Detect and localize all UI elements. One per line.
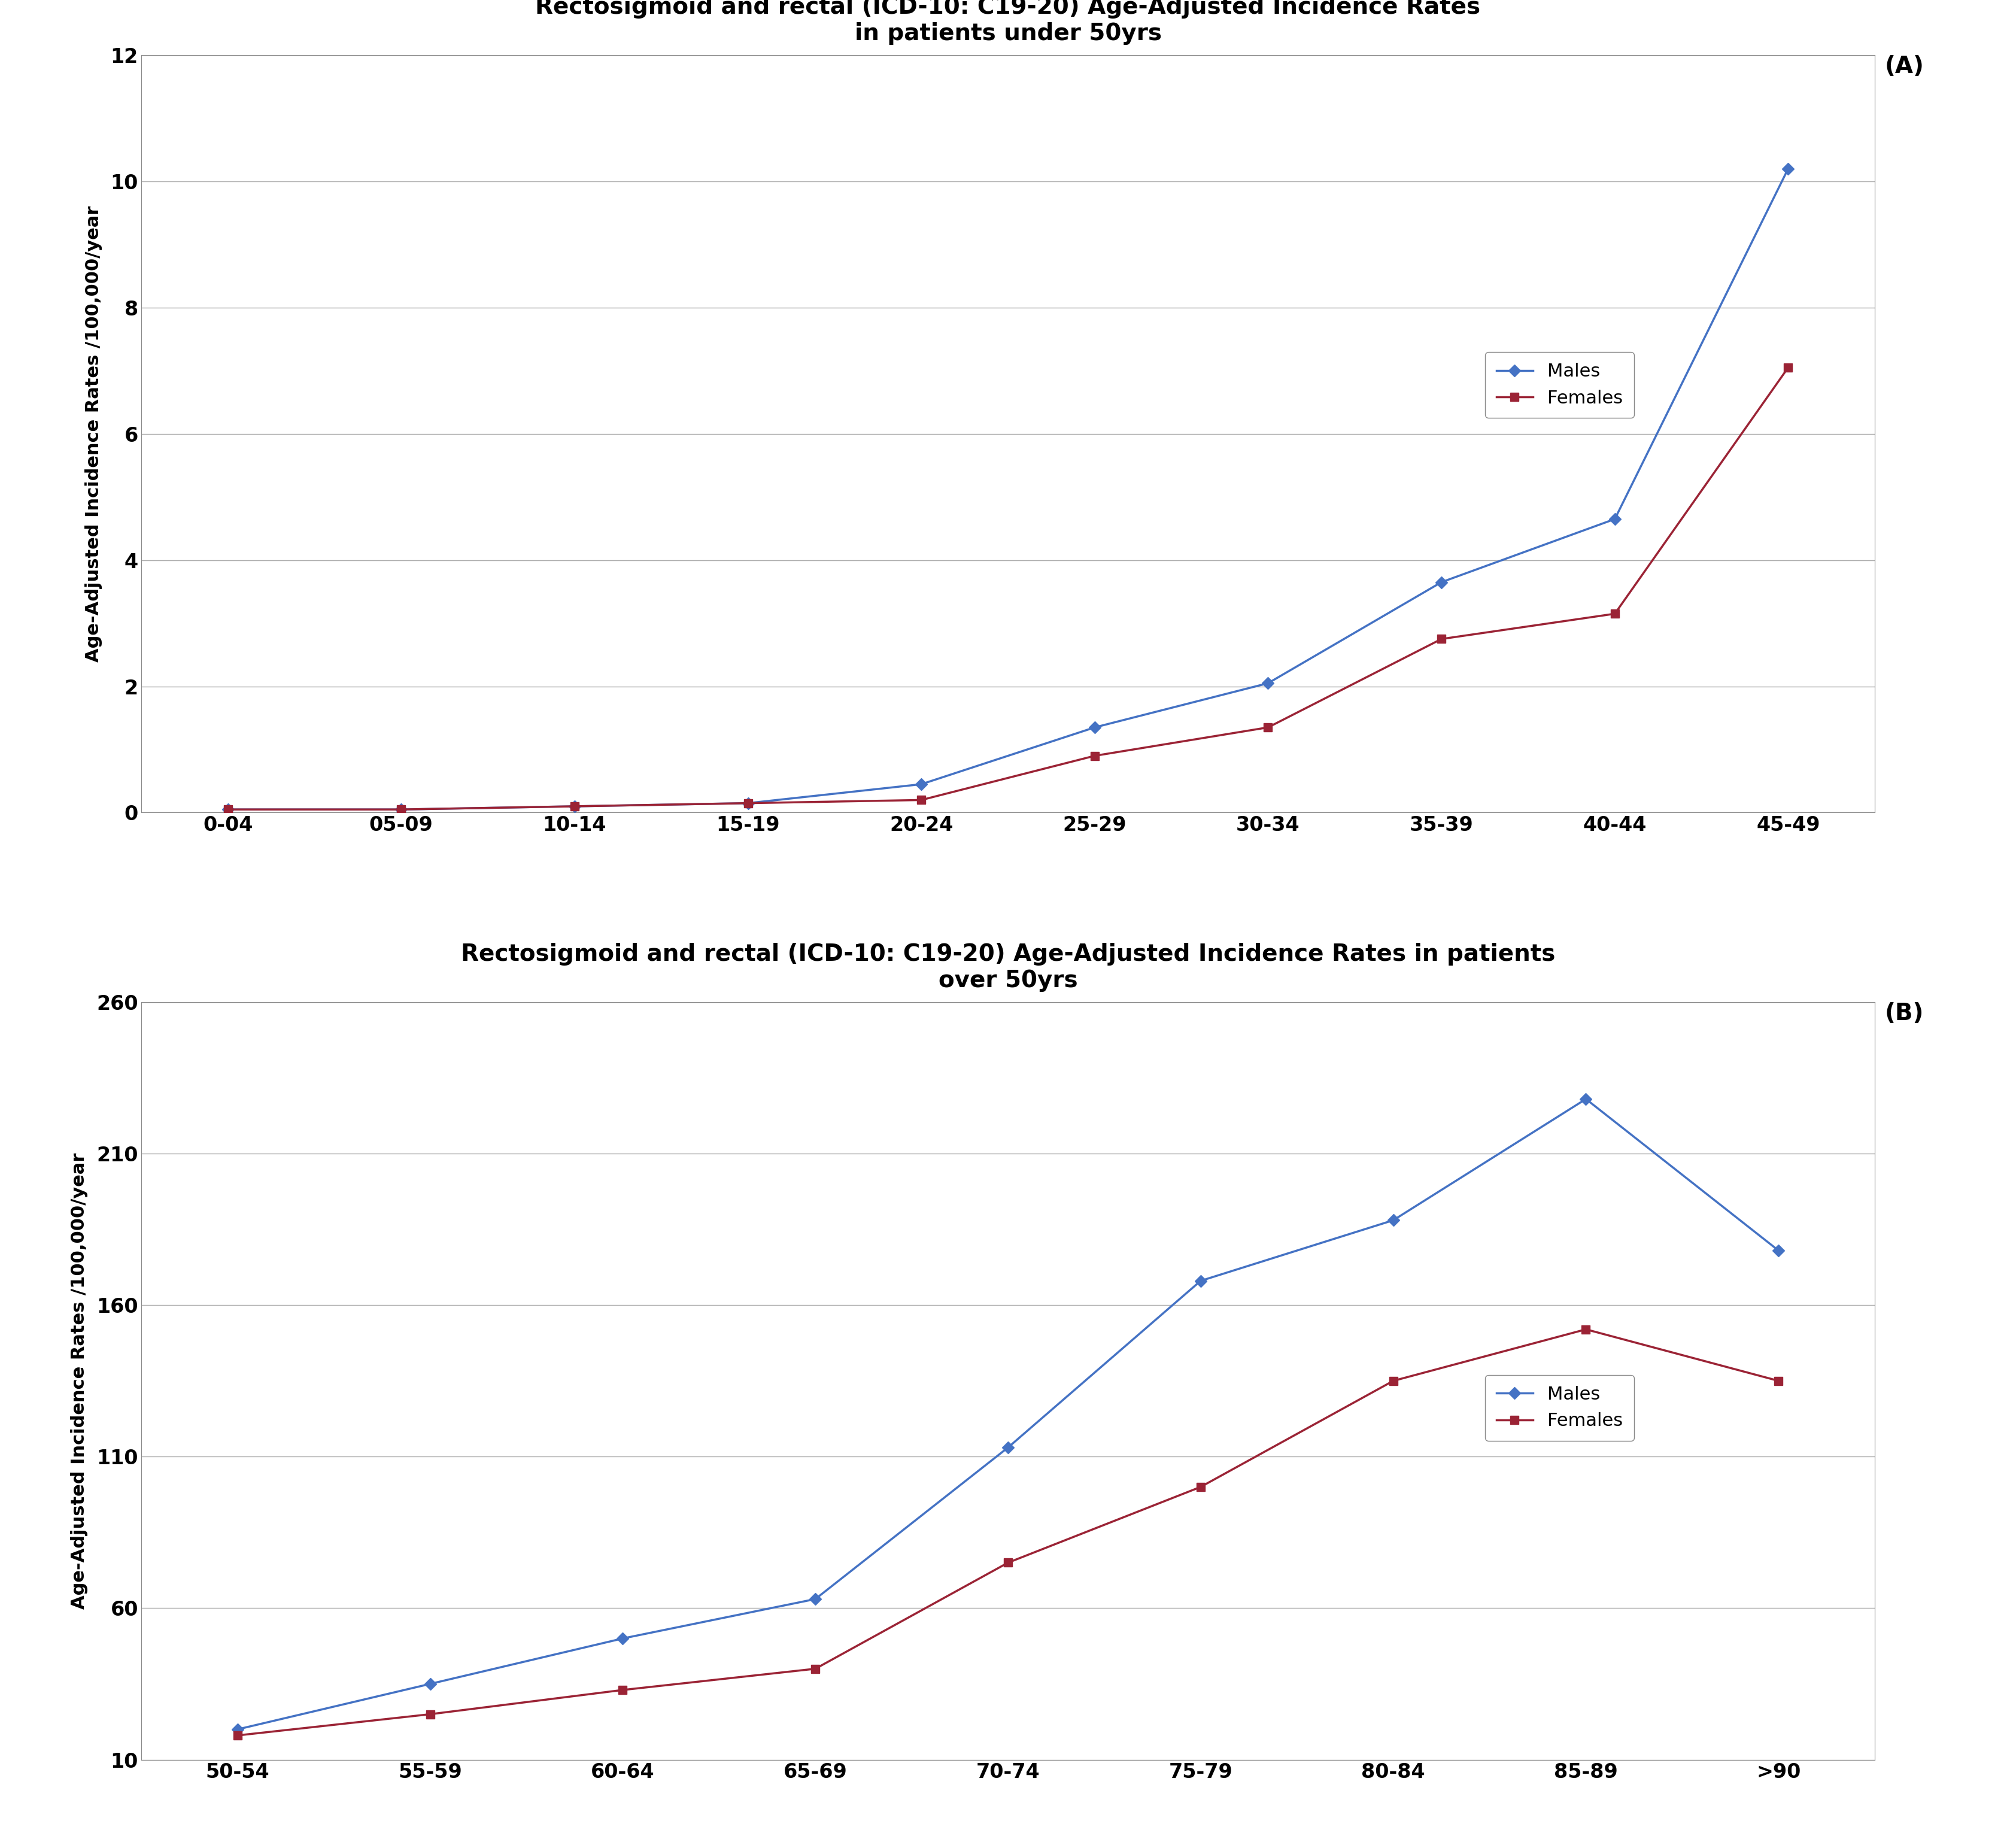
Males [1603, 508, 1627, 530]
Females [562, 796, 587, 818]
Females [1776, 356, 1800, 379]
Females [1256, 717, 1280, 739]
Females [389, 799, 413, 821]
Y-axis label: Age-Adjusted Incidence Rates /100,000/year: Age-Adjusted Incidence Rates /100,000/ye… [85, 205, 103, 662]
Legend: Males, Females: Males, Females [1486, 1375, 1633, 1441]
Text: (B): (B) [1885, 1003, 1923, 1025]
Title: Rectosigmoid and rectal (ICD-10: C19-20) Age-Adjusted Incidence Rates in patient: Rectosigmoid and rectal (ICD-10: C19-20)… [462, 942, 1554, 992]
Females [1083, 744, 1107, 766]
Males [1256, 673, 1280, 695]
Females [216, 799, 240, 821]
Females [611, 1679, 635, 1701]
Females [1189, 1476, 1214, 1498]
Females [417, 1703, 442, 1725]
Males [1189, 1270, 1214, 1292]
Legend: Males, Females: Males, Females [1486, 352, 1633, 418]
Line: Females: Females [224, 363, 1792, 814]
Females [226, 1725, 250, 1747]
Males [562, 796, 587, 818]
Males [389, 799, 413, 821]
Males [1766, 1239, 1790, 1261]
Males [909, 774, 933, 796]
Line: Males: Males [224, 165, 1792, 814]
Males [1776, 158, 1800, 180]
Line: Males: Males [234, 1094, 1782, 1734]
Males [226, 1718, 250, 1740]
Males [1429, 572, 1454, 594]
Males [1083, 717, 1107, 739]
Males [736, 792, 760, 814]
Y-axis label: Age-Adjusted Incidence Rates /100,000/year: Age-Adjusted Incidence Rates /100,000/ye… [71, 1153, 89, 1609]
Females [996, 1553, 1020, 1575]
Males [802, 1587, 827, 1609]
Females [802, 1657, 827, 1679]
Females [1766, 1369, 1790, 1391]
Line: Females: Females [234, 1325, 1782, 1740]
Males [1381, 1210, 1405, 1232]
Males [216, 799, 240, 821]
Males [611, 1628, 635, 1650]
Females [1381, 1369, 1405, 1391]
Females [909, 788, 933, 810]
Males [996, 1437, 1020, 1459]
Title: Rectosigmoid and rectal (ICD-10: C19-20) Age-Adjusted Incidence Rates
in patient: Rectosigmoid and rectal (ICD-10: C19-20)… [536, 0, 1480, 44]
Males [1574, 1089, 1599, 1111]
Females [736, 792, 760, 814]
Males [417, 1674, 442, 1696]
Females [1574, 1318, 1599, 1340]
Text: (A): (A) [1885, 55, 1925, 77]
Females [1429, 629, 1454, 651]
Females [1603, 603, 1627, 625]
